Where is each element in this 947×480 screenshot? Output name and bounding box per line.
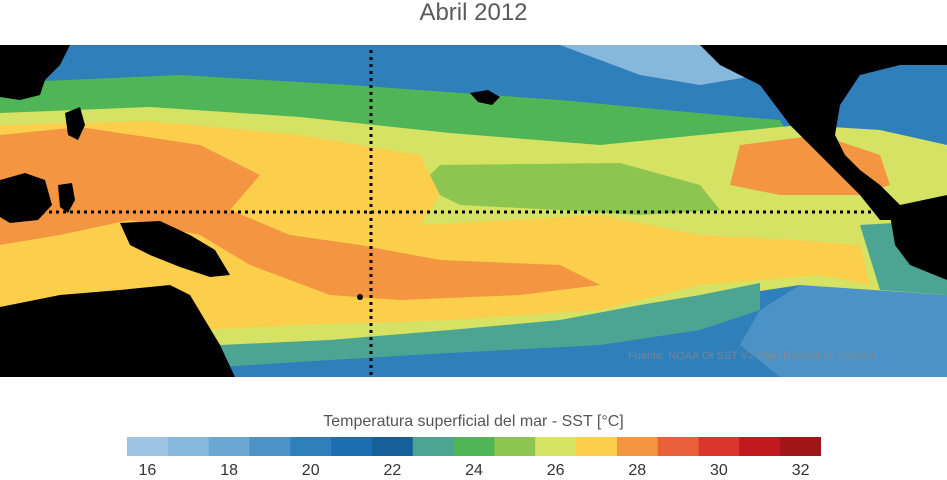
colorbar-tick-label: 26 (546, 462, 565, 479)
sst-band-orange-west (0, 127, 600, 300)
colorbar-tick-label: 28 (628, 462, 647, 479)
colorbar-tick-label: 22 (383, 462, 402, 479)
data-source-credit: Fuente: NOAA OI SST V2 High Resolution D… (628, 350, 877, 362)
colorbar-swatch (698, 437, 740, 456)
landmass-north-america (700, 45, 947, 220)
colorbar-title: Temperatura superficial del mar - SST [°… (323, 413, 624, 430)
colorbar-tick-label: 30 (709, 462, 728, 479)
colorbar-swatch (331, 437, 373, 456)
landmass-asia (0, 45, 70, 100)
colorbar-swatch (576, 437, 618, 456)
map-title: Abril 2012 (419, 0, 528, 26)
landmass-hawaii (470, 90, 500, 105)
colorbar-tick-labels: 16 18 20 22 24 26 28 30 32 (0, 462, 947, 480)
colorbar-swatch (616, 437, 659, 456)
colorbar-swatch (167, 437, 210, 456)
colorbar-swatch (249, 437, 291, 456)
landmass-sulawesi (58, 183, 75, 213)
landmass-marquesas (357, 294, 363, 300)
colorbar-swatch (739, 437, 781, 456)
colorbar-tick-label: 18 (220, 462, 238, 479)
colorbar-swatch (290, 437, 332, 456)
colorbar-tick-label: 24 (465, 462, 483, 479)
colorbar-swatch (127, 437, 169, 456)
colorbar-swatch (535, 437, 577, 456)
colorbar-swatch (494, 437, 536, 456)
sst-band-north-green (0, 75, 800, 165)
colorbar-tick-label: 16 (138, 462, 157, 479)
colorbar-swatch (780, 437, 821, 456)
landmass-australia (0, 285, 235, 377)
colorbar-swatch (371, 437, 414, 456)
landmass-south-america (890, 210, 947, 280)
landmass-galapagos (878, 209, 886, 217)
colorbar-swatch (657, 437, 700, 456)
colorbar (127, 437, 821, 456)
colorbar-tick-label: 20 (301, 462, 320, 479)
sst-band-southeast-cool (740, 285, 947, 377)
landmass-philippines (65, 107, 85, 140)
sst-map (0, 45, 947, 377)
landmass-borneo (0, 173, 52, 223)
colorbar-tick-label: 32 (791, 462, 810, 479)
sst-band-light-green-mid (420, 163, 720, 215)
colorbar-swatch (208, 437, 250, 456)
landmass-new-guinea (120, 221, 230, 277)
colorbar-swatch (453, 437, 495, 456)
colorbar-swatch (412, 437, 455, 456)
